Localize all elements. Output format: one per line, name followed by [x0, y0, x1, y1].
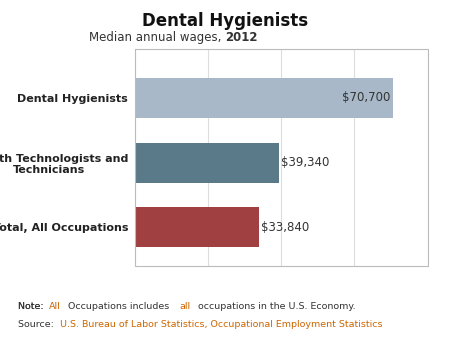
Bar: [135, 207, 259, 247]
Text: 2012: 2012: [225, 31, 257, 44]
Text: Note:: Note:: [18, 302, 47, 311]
Text: Note:: Note:: [18, 302, 47, 311]
Text: Median annual wages,: Median annual wages,: [89, 31, 225, 44]
Text: Source:: Source:: [18, 320, 57, 329]
Text: $39,340: $39,340: [281, 156, 330, 169]
Text: all: all: [179, 302, 190, 311]
Text: Dental Hygienists: Dental Hygienists: [142, 12, 308, 30]
Text: $33,840: $33,840: [261, 221, 310, 234]
Text: occupations in the U.S. Economy.: occupations in the U.S. Economy.: [194, 302, 355, 311]
Bar: [135, 143, 279, 182]
Text: U.S. Bureau of Labor Statistics, Occupational Employment Statistics: U.S. Bureau of Labor Statistics, Occupat…: [59, 320, 382, 329]
Text: All: All: [49, 302, 61, 311]
Text: $70,700: $70,700: [342, 91, 391, 104]
Bar: [135, 78, 393, 118]
Text: Occupations includes: Occupations includes: [65, 302, 172, 311]
